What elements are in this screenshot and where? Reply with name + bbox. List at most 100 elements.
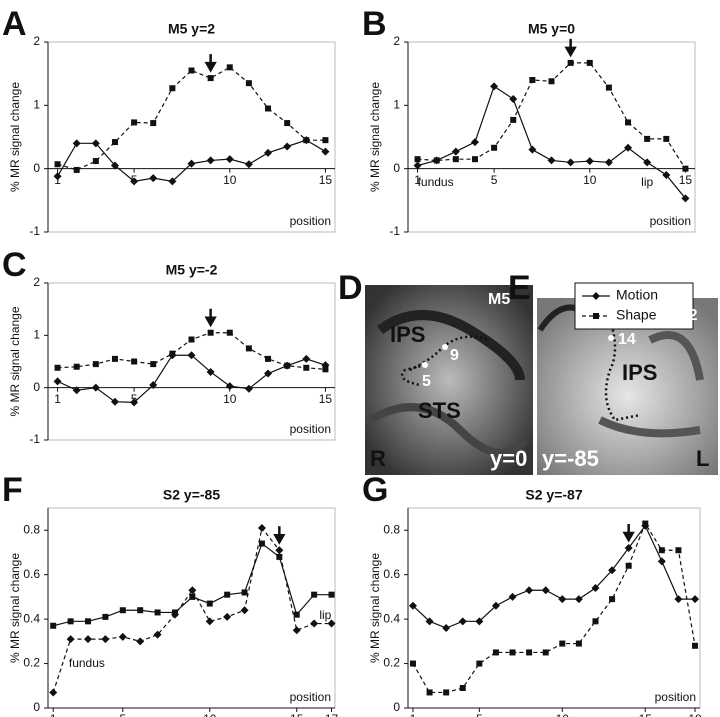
x-tick-label: 10 bbox=[223, 392, 237, 406]
y-tick-label: 1 bbox=[33, 328, 40, 342]
y-tick-label: 0 bbox=[393, 161, 400, 175]
marker bbox=[154, 609, 161, 616]
image-label: L bbox=[696, 446, 709, 471]
marker bbox=[66, 635, 75, 644]
image-label: 5 bbox=[422, 373, 431, 390]
series-line bbox=[52, 526, 332, 693]
peak-arrow bbox=[204, 308, 217, 328]
marker bbox=[84, 635, 93, 644]
marker bbox=[408, 601, 417, 610]
y-tick-label: 0.8 bbox=[23, 522, 40, 536]
legend-box bbox=[574, 282, 694, 330]
marker bbox=[150, 120, 157, 127]
marker bbox=[131, 119, 138, 126]
x-axis-label: position bbox=[650, 214, 691, 228]
marker bbox=[529, 77, 536, 83]
x-tick-label: 15 bbox=[319, 173, 333, 187]
marker bbox=[53, 377, 62, 386]
panel-letter: A bbox=[2, 5, 27, 43]
marker bbox=[303, 137, 310, 144]
x-tick-label: 17 bbox=[325, 712, 339, 717]
marker bbox=[72, 386, 81, 395]
marker bbox=[169, 85, 176, 92]
image-label: M5 bbox=[488, 291, 510, 308]
marker bbox=[244, 160, 253, 169]
x-tick-label: 10 bbox=[203, 712, 217, 717]
x-tick-label: 1 bbox=[410, 712, 417, 717]
marker bbox=[592, 292, 600, 300]
marker bbox=[442, 624, 451, 632]
marker bbox=[244, 384, 253, 393]
marker bbox=[663, 135, 670, 142]
marker bbox=[136, 637, 145, 646]
marker bbox=[241, 589, 248, 596]
series-line bbox=[412, 524, 696, 629]
plot-frame bbox=[407, 507, 701, 709]
marker bbox=[188, 586, 197, 595]
image-label: y=-85 bbox=[542, 446, 599, 471]
marker bbox=[283, 142, 292, 151]
marker bbox=[54, 161, 61, 168]
marker bbox=[558, 595, 567, 604]
image-d bbox=[365, 285, 533, 475]
marker bbox=[625, 562, 632, 569]
y-tick-label: 2 bbox=[33, 34, 40, 48]
marker bbox=[591, 584, 600, 592]
x-axis-label: position bbox=[290, 422, 331, 436]
marker bbox=[92, 158, 99, 165]
x-tick-label: 15 bbox=[679, 173, 693, 187]
y-axis-label: % MR signal change bbox=[8, 82, 22, 192]
marker bbox=[322, 366, 329, 373]
marker bbox=[110, 397, 119, 406]
marker bbox=[625, 119, 632, 126]
marker bbox=[327, 619, 336, 628]
marker bbox=[206, 367, 215, 376]
marker bbox=[258, 540, 265, 547]
marker bbox=[245, 345, 252, 352]
marker bbox=[73, 166, 80, 173]
y-tick-label: 0 bbox=[393, 700, 400, 714]
marker bbox=[302, 354, 311, 363]
x-tick-label: 18 bbox=[688, 712, 702, 717]
y-tick-label: 2 bbox=[33, 275, 40, 289]
marker bbox=[491, 144, 498, 151]
marker bbox=[207, 329, 214, 336]
marker bbox=[275, 546, 284, 555]
marker bbox=[189, 593, 196, 600]
marker bbox=[303, 364, 310, 371]
panel-letter: F bbox=[2, 471, 23, 509]
marker bbox=[110, 161, 119, 170]
y-tick-label: -1 bbox=[29, 224, 40, 238]
x-tick-label: 15 bbox=[290, 712, 304, 717]
x-tick-label: 1 bbox=[54, 392, 61, 406]
marker bbox=[292, 626, 301, 635]
marker bbox=[130, 398, 139, 407]
marker bbox=[225, 382, 234, 391]
marker bbox=[130, 177, 139, 186]
series-line bbox=[412, 522, 696, 694]
marker bbox=[111, 355, 118, 362]
marker bbox=[257, 524, 266, 532]
x-tick-label: 1 bbox=[414, 173, 421, 187]
marker bbox=[111, 139, 118, 146]
image-label: IPS bbox=[390, 322, 425, 347]
peak-arrow bbox=[204, 54, 217, 73]
marker bbox=[67, 618, 74, 625]
series-line bbox=[57, 66, 326, 171]
marker bbox=[310, 619, 319, 628]
x-tick-label: 15 bbox=[639, 712, 653, 717]
marker bbox=[328, 591, 335, 598]
marker bbox=[187, 351, 196, 360]
y-tick-label: 0.4 bbox=[383, 611, 400, 625]
marker bbox=[119, 607, 126, 614]
marker bbox=[547, 156, 556, 165]
annotation: fundus bbox=[418, 175, 454, 189]
series-line bbox=[53, 542, 332, 627]
marker bbox=[206, 156, 215, 165]
marker bbox=[101, 635, 110, 644]
marker bbox=[451, 147, 460, 156]
marker bbox=[471, 156, 478, 163]
marker bbox=[682, 165, 689, 172]
marker bbox=[91, 139, 100, 148]
